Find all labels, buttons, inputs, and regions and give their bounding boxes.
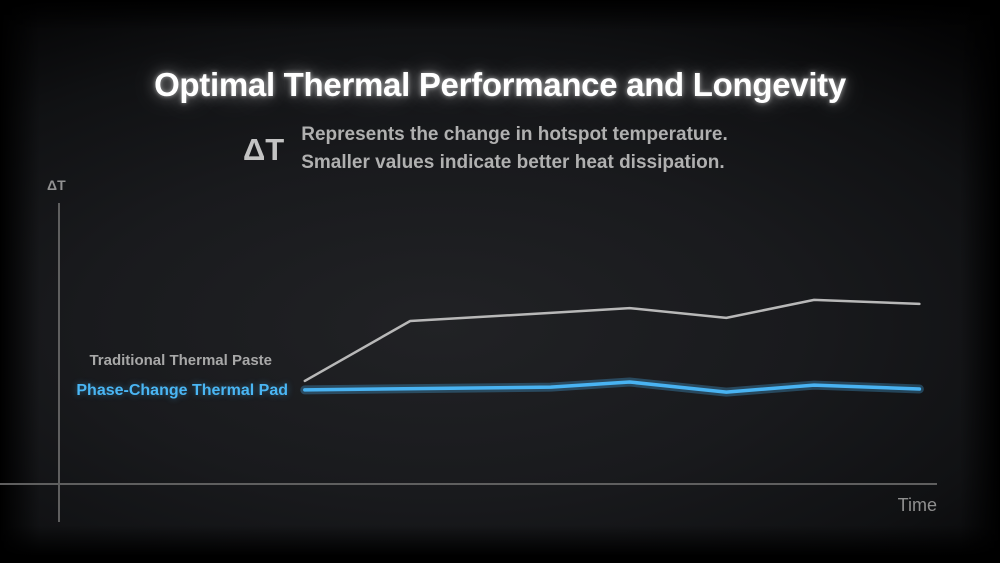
delta-t-explainer: ΔT Represents the change in hotspot temp… [243, 121, 728, 177]
slide-title: Optimal Thermal Performance and Longevit… [154, 66, 846, 103]
delta-t-description-line-2: Smaller values indicate better heat diss… [301, 152, 725, 173]
line-traditional-thermal-paste [303, 298, 921, 383]
line-phase-change-thermal-pad [303, 380, 922, 394]
legend-phase-change-thermal-pad: Phase-Change Thermal Pad [76, 382, 288, 399]
x-axis-label: Time [897, 495, 937, 515]
delta-t-symbol: ΔT [243, 131, 285, 167]
delta-t-description: Represents the change in hotspot tempera… [301, 121, 728, 177]
legend-traditional-thermal-paste: Traditional Thermal Paste [89, 352, 272, 369]
chart-axes [0, 203, 937, 522]
delta-t-description-line-1: Represents the change in hotspot tempera… [301, 124, 728, 145]
chart-series-lines [300, 298, 924, 397]
y-axis-label: ΔT [47, 177, 66, 193]
